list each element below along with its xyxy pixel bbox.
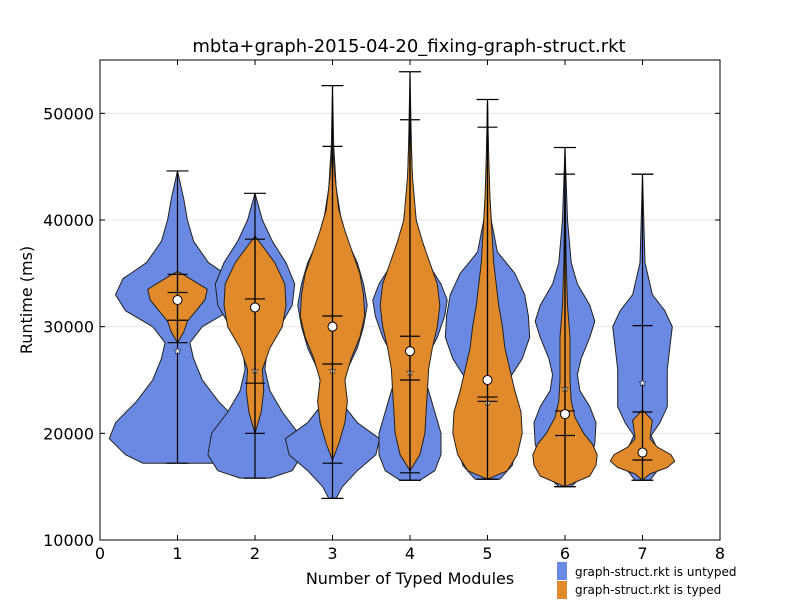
mean-dot-6 — [560, 409, 570, 420]
mean-star-7: ★ — [638, 379, 646, 389]
violin-statistics: ★★★★★★★ — [166, 71, 654, 499]
y-tick-label: 20000 — [43, 424, 94, 443]
mean-dot-4 — [405, 346, 415, 357]
x-axis-label: Number of Typed Modules — [306, 569, 514, 588]
x-tick-label: 1 — [172, 544, 182, 563]
mean-dot-3 — [327, 321, 338, 332]
y-tick-label: 40000 — [43, 211, 94, 230]
y-tick-label: 30000 — [43, 318, 94, 337]
legend-swatch-typed — [557, 581, 567, 599]
x-tick-label: 3 — [327, 544, 337, 563]
legend-label-typed: graph-struct.rkt is typed — [575, 583, 721, 597]
mean-dot-2 — [250, 302, 260, 313]
legend-label-untyped: graph-struct.rkt is untyped — [575, 565, 737, 579]
y-axis-label: Runtime (ms) — [17, 246, 36, 354]
mean-star-1: ★ — [173, 347, 181, 357]
y-tick-label: 50000 — [43, 104, 94, 123]
x-tick-label: 7 — [637, 544, 647, 563]
legend-swatch-untyped — [557, 562, 567, 580]
mean-dot-5 — [482, 375, 493, 385]
mean-dot-7 — [637, 447, 648, 458]
axis-ticks: 0 1 2 3 4 5 6 7 8 10000 20000 30000 40000 50000 — [43, 60, 725, 563]
x-tick-label: 6 — [560, 544, 570, 563]
mean-dot-1 — [172, 295, 183, 305]
legend: graph-struct.rkt is untyped graph-struct… — [557, 562, 737, 599]
chart-title: mbta+graph-2015-04-20_fixing-graph-struc… — [192, 36, 625, 57]
y-tick-label: 10000 — [43, 531, 94, 550]
x-tick-label: 0 — [95, 544, 105, 563]
x-tick-label: 5 — [482, 544, 492, 563]
x-tick-label: 8 — [715, 544, 725, 563]
x-tick-label: 4 — [405, 544, 415, 563]
x-tick-label: 2 — [250, 544, 260, 563]
